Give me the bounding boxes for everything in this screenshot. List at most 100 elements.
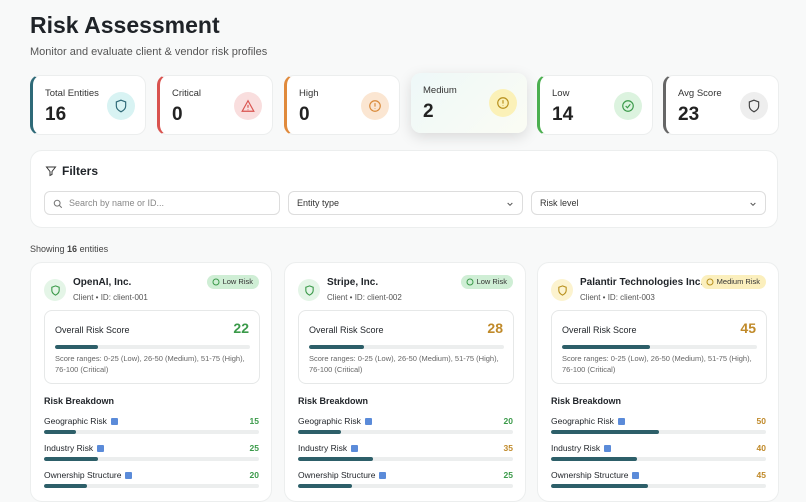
stat-value: 23 bbox=[678, 104, 700, 125]
breakdown-label-text: Ownership Structure bbox=[298, 470, 376, 480]
page-title: Risk Assessment bbox=[30, 12, 220, 38]
breakdown-label-text: Industry Risk bbox=[551, 443, 601, 453]
info-icon[interactable] bbox=[604, 445, 612, 453]
breakdown-bar bbox=[44, 430, 77, 434]
info-icon[interactable] bbox=[97, 445, 105, 453]
stat-icon bbox=[614, 92, 642, 120]
breakdown-label: Industry Risk bbox=[298, 443, 359, 453]
breakdown-track bbox=[551, 457, 766, 461]
stat-card[interactable]: Low 14 bbox=[537, 75, 653, 135]
breakdown-track bbox=[44, 430, 259, 434]
stat-card[interactable]: Total Entities 16 bbox=[30, 75, 146, 135]
entity-meta: Client • ID: client-003 bbox=[580, 293, 655, 302]
breakdown-title: Risk Breakdown bbox=[298, 396, 369, 406]
breakdown-label-text: Industry Risk bbox=[44, 443, 94, 453]
breakdown-label: Geographic Risk bbox=[298, 416, 372, 426]
breakdown-bar bbox=[44, 484, 87, 488]
entity-icon bbox=[44, 279, 66, 301]
select-label: Entity type bbox=[297, 198, 340, 208]
breakdown-value: 15 bbox=[249, 416, 259, 426]
breakdown-label: Industry Risk bbox=[551, 443, 612, 453]
entity-type-select[interactable]: Entity type bbox=[288, 191, 523, 215]
risk-badge-text: Low Risk bbox=[476, 277, 507, 286]
info-icon[interactable] bbox=[632, 472, 640, 480]
score-bar bbox=[309, 345, 364, 349]
stat-label: Critical bbox=[172, 88, 202, 99]
stat-value: 14 bbox=[552, 104, 574, 125]
score-ranges: Score ranges: 0-25 (Low), 26-50 (Medium)… bbox=[562, 354, 752, 374]
breakdown-value: 40 bbox=[756, 443, 766, 453]
risk-level-select[interactable]: Risk level bbox=[531, 191, 766, 215]
score-bar bbox=[562, 345, 650, 349]
breakdown-bar bbox=[551, 457, 637, 461]
breakdown-label-text: Ownership Structure bbox=[44, 470, 122, 480]
select-label: Risk level bbox=[540, 198, 579, 208]
breakdown-label-text: Geographic Risk bbox=[298, 416, 361, 426]
entity-card[interactable]: Palantir Technologies Inc. Client • ID: c… bbox=[537, 262, 779, 502]
info-icon[interactable] bbox=[379, 472, 387, 480]
breakdown-value: 50 bbox=[756, 416, 766, 426]
breakdown-label: Ownership Structure bbox=[44, 470, 133, 480]
breakdown-track bbox=[298, 484, 513, 488]
info-icon[interactable] bbox=[351, 445, 359, 453]
breakdown-title: Risk Breakdown bbox=[44, 396, 115, 406]
stat-value: 2 bbox=[423, 101, 434, 122]
breakdown-track bbox=[44, 484, 259, 488]
entity-card[interactable]: OpenAI, Inc. Client • ID: client-001 Low R… bbox=[30, 262, 272, 502]
entity-icon bbox=[298, 279, 320, 301]
stat-card[interactable]: High 0 bbox=[284, 75, 400, 135]
score-ranges: Score ranges: 0-25 (Low), 26-50 (Medium)… bbox=[55, 354, 245, 374]
stat-label: Low bbox=[552, 88, 570, 99]
breakdown-label: Geographic Risk bbox=[44, 416, 118, 426]
showing-suffix: entities bbox=[79, 244, 109, 254]
breakdown-label: Ownership Structure bbox=[298, 470, 387, 480]
stat-card[interactable]: Medium 2 bbox=[411, 73, 527, 133]
stat-value: 16 bbox=[45, 104, 67, 125]
breakdown-label-text: Geographic Risk bbox=[44, 416, 107, 426]
breakdown-label-text: Ownership Structure bbox=[551, 470, 629, 480]
info-icon[interactable] bbox=[110, 418, 118, 426]
breakdown-value: 20 bbox=[503, 416, 513, 426]
filter-icon bbox=[45, 166, 57, 177]
stat-value: 0 bbox=[172, 104, 183, 125]
stat-label: High bbox=[299, 88, 319, 99]
score-label: Overall Risk Score bbox=[562, 325, 637, 335]
filters-title: Filters bbox=[62, 164, 99, 178]
score-value: 22 bbox=[233, 320, 249, 336]
breakdown-label-text: Industry Risk bbox=[298, 443, 348, 453]
stat-card[interactable]: Avg Score 23 bbox=[663, 75, 779, 135]
info-icon[interactable] bbox=[125, 472, 133, 480]
stat-label: Total Entities bbox=[45, 88, 99, 99]
risk-badge-text: Medium Risk bbox=[716, 277, 760, 286]
score-label: Overall Risk Score bbox=[309, 325, 384, 335]
breakdown-value: 20 bbox=[249, 470, 259, 480]
score-box: Overall Risk Score 22 Score ranges: 0-25 (… bbox=[44, 310, 260, 384]
risk-badge-text: Low Risk bbox=[222, 277, 253, 286]
risk-badge: Low Risk bbox=[460, 275, 513, 289]
breakdown-bar bbox=[551, 430, 659, 434]
breakdown-bar bbox=[551, 484, 648, 488]
risk-badge: Medium Risk bbox=[700, 275, 766, 289]
info-icon[interactable] bbox=[364, 418, 372, 426]
score-box: Overall Risk Score 45 Score ranges: 0-25 (… bbox=[551, 310, 767, 384]
stat-label: Avg Score bbox=[678, 88, 722, 99]
subtitle: Monitor and evaluate client & vendor ris… bbox=[30, 46, 268, 58]
breakdown-label: Industry Risk bbox=[44, 443, 105, 453]
entity-card[interactable]: Stripe, Inc. Client • ID: client-002 Low R… bbox=[284, 262, 526, 502]
score-track bbox=[309, 345, 504, 349]
breakdown-bar bbox=[44, 457, 98, 461]
score-track bbox=[562, 345, 757, 349]
info-icon[interactable] bbox=[617, 418, 625, 426]
search-input[interactable]: Search by name or ID... bbox=[44, 191, 280, 215]
breakdown-track bbox=[551, 430, 766, 434]
stat-icon bbox=[740, 92, 768, 120]
search-placeholder: Search by name or ID... bbox=[69, 198, 165, 208]
showing-count: 16 bbox=[67, 244, 78, 254]
stat-card[interactable]: Critical 0 bbox=[157, 75, 273, 135]
breakdown-title: Risk Breakdown bbox=[551, 396, 622, 406]
stat-label: Medium bbox=[423, 85, 457, 96]
breakdown-track bbox=[298, 430, 513, 434]
entity-name: Palantir Technologies Inc. bbox=[580, 277, 704, 288]
stat-icon bbox=[234, 92, 262, 120]
